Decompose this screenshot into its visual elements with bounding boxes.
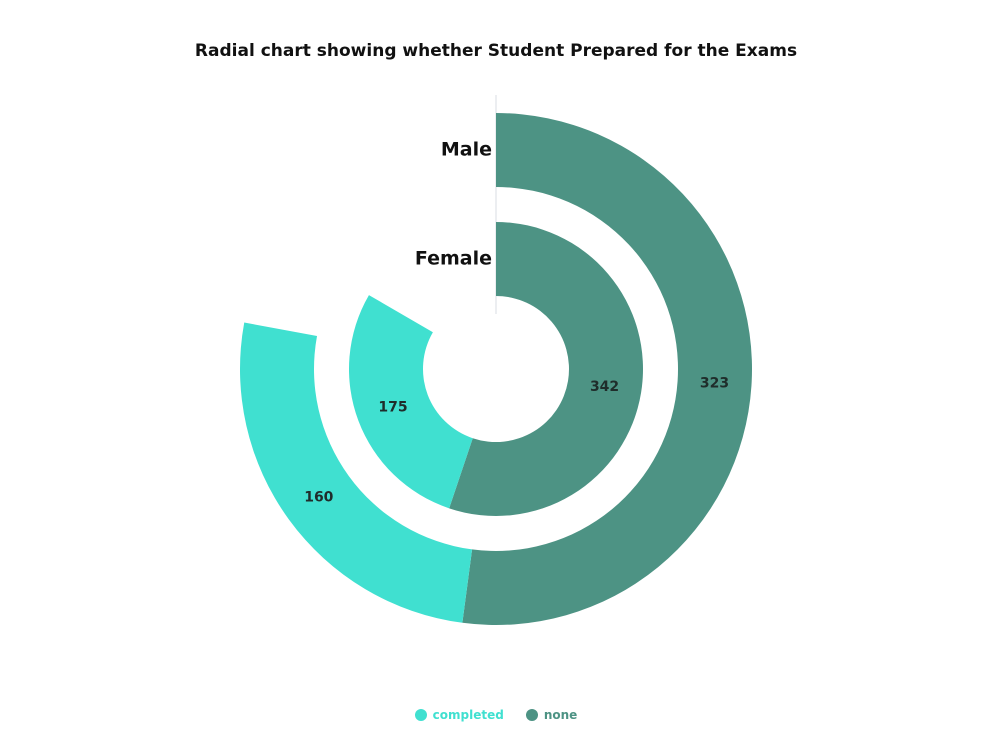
chart-title: Radial chart showing whether Student Pre…	[194, 41, 798, 61]
category-label-male: Male	[441, 139, 492, 161]
arc-female-none[interactable]	[449, 222, 643, 516]
arc-male-completed[interactable]	[239, 322, 473, 623]
arcs-group	[239, 112, 753, 625]
category-label-female: Female	[415, 248, 492, 270]
value-label-female-none: 342	[590, 379, 619, 395]
labels-group: 323 160 Male 342 175 Female	[304, 139, 729, 506]
legend-item-none[interactable]: none	[525, 708, 578, 722]
legend-marker-completed	[414, 709, 427, 721]
legend-label-none: none	[543, 708, 578, 722]
legend-label-completed: completed	[432, 708, 504, 722]
legend-marker-none	[525, 709, 538, 721]
legend: completed none	[0, 708, 992, 722]
arc-male-none[interactable]	[462, 112, 753, 625]
value-label-male-none: 323	[700, 375, 729, 391]
arc-female-completed[interactable]	[348, 295, 473, 509]
value-label-female-completed: 175	[378, 400, 407, 416]
legend-item-completed[interactable]: completed	[414, 708, 504, 722]
value-label-male-completed: 160	[304, 490, 333, 506]
